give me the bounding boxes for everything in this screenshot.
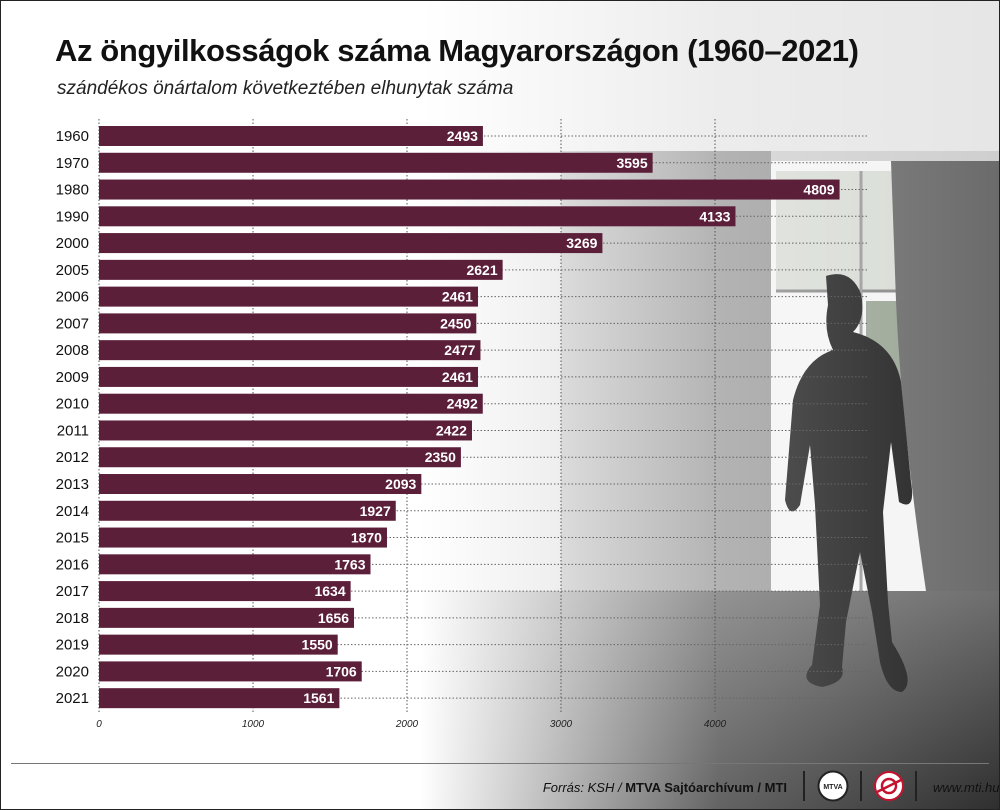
category-label-2010: 2010 bbox=[56, 396, 89, 413]
footer-divider bbox=[11, 763, 989, 764]
source-credit: Forrás: KSH / MTVA Sajtóarchívum / MTI bbox=[543, 780, 787, 795]
chart-subtitle: szándékos önártalom következtében elhuny… bbox=[57, 78, 514, 99]
bar-2013 bbox=[99, 474, 422, 495]
x-tick-label-4000: 4000 bbox=[704, 719, 727, 730]
footer-separator bbox=[915, 771, 917, 801]
category-label-2015: 2015 bbox=[56, 530, 89, 547]
value-label-1980: 4809 bbox=[803, 182, 834, 198]
bar-2015 bbox=[99, 527, 387, 548]
x-tick-label-3000: 3000 bbox=[550, 719, 573, 730]
category-label-1990: 1990 bbox=[56, 208, 89, 225]
bar-1970 bbox=[99, 152, 653, 173]
category-label-2021: 2021 bbox=[56, 690, 89, 707]
category-label-2016: 2016 bbox=[56, 556, 89, 573]
value-label-2005: 2621 bbox=[466, 262, 497, 278]
bar-1960 bbox=[99, 126, 483, 146]
value-label-2020: 1706 bbox=[326, 663, 357, 679]
category-label-2000: 2000 bbox=[56, 235, 89, 252]
category-label-1980: 1980 bbox=[56, 182, 89, 199]
value-label-1960: 2493 bbox=[447, 128, 478, 144]
mtva-logo-icon: MTVA bbox=[817, 770, 849, 802]
value-label-2021: 1561 bbox=[303, 690, 334, 706]
category-label-2005: 2005 bbox=[56, 262, 89, 279]
value-label-2016: 1763 bbox=[334, 556, 365, 572]
mti-logo-icon bbox=[874, 771, 904, 801]
category-label-2008: 2008 bbox=[56, 342, 89, 359]
bar-chart: 1960 2493 1970 3595 1980 4809 1990 4133 2000 3269… bbox=[56, 119, 869, 730]
website-url: www.mti.hu bbox=[933, 780, 1000, 795]
value-label-1970: 3595 bbox=[616, 155, 647, 171]
chart-title: Az öngyilkosságok száma Magyarországon (… bbox=[55, 33, 859, 68]
category-label-2019: 2019 bbox=[56, 637, 89, 654]
bar-2016 bbox=[99, 554, 371, 575]
bar-2007 bbox=[99, 313, 477, 334]
value-label-2012: 2350 bbox=[425, 449, 456, 465]
value-label-2000: 3269 bbox=[566, 235, 597, 251]
value-label-2017: 1634 bbox=[314, 583, 345, 599]
x-tick-label-2000: 2000 bbox=[395, 719, 419, 730]
category-label-2014: 2014 bbox=[56, 503, 89, 520]
x-tick-label-0: 0 bbox=[96, 719, 102, 730]
value-label-2015: 1870 bbox=[351, 530, 382, 546]
bar-2011 bbox=[99, 420, 472, 441]
value-label-2010: 2492 bbox=[447, 396, 478, 412]
category-label-2017: 2017 bbox=[56, 583, 89, 600]
value-label-2007: 2450 bbox=[440, 315, 471, 331]
bar-1990 bbox=[99, 206, 736, 227]
value-label-2009: 2461 bbox=[442, 369, 473, 385]
category-label-1960: 1960 bbox=[56, 128, 89, 145]
value-label-2018: 1656 bbox=[318, 610, 349, 626]
bar-2014 bbox=[99, 500, 396, 521]
bar-2008 bbox=[99, 340, 481, 361]
footer-separator bbox=[803, 771, 805, 801]
source-prefix: Forrás: KSH / bbox=[542, 780, 626, 795]
category-label-2020: 2020 bbox=[56, 663, 89, 680]
bar-2020 bbox=[99, 661, 362, 682]
value-label-2014: 1927 bbox=[360, 503, 391, 519]
category-label-2011: 2011 bbox=[57, 422, 89, 439]
category-label-2018: 2018 bbox=[56, 610, 89, 627]
x-tick-label-1000: 1000 bbox=[242, 719, 265, 730]
category-label-2007: 2007 bbox=[56, 315, 89, 332]
bar-2012 bbox=[99, 447, 461, 468]
mtva-logo-text: MTVA bbox=[823, 784, 842, 791]
category-label-2013: 2013 bbox=[56, 476, 89, 493]
category-label-2006: 2006 bbox=[56, 289, 89, 306]
source-brand: MTVA Sajtóarchívum / MTI bbox=[625, 780, 787, 795]
bar-2017 bbox=[99, 581, 351, 602]
footer-separator bbox=[860, 771, 862, 801]
bar-1980 bbox=[99, 179, 840, 200]
category-label-2009: 2009 bbox=[56, 369, 89, 386]
bar-2010 bbox=[99, 393, 483, 414]
bar-2018 bbox=[99, 607, 355, 628]
category-label-2012: 2012 bbox=[56, 449, 89, 466]
bar-2009 bbox=[99, 366, 478, 387]
bar-2021 bbox=[99, 688, 340, 709]
footer: Forrás: KSH / MTVA Sajtóarchívum / MTI M… bbox=[1, 763, 999, 809]
category-label-1970: 1970 bbox=[56, 155, 89, 172]
value-label-2019: 1550 bbox=[302, 637, 333, 653]
bar-2000 bbox=[99, 233, 603, 254]
value-label-1990: 4133 bbox=[699, 208, 730, 224]
value-label-2006: 2461 bbox=[442, 289, 473, 305]
bar-2019 bbox=[99, 634, 338, 655]
value-label-2008: 2477 bbox=[444, 342, 475, 358]
bar-2005 bbox=[99, 259, 503, 280]
value-label-2013: 2093 bbox=[385, 476, 416, 492]
value-label-2011: 2422 bbox=[436, 422, 467, 438]
bar-2006 bbox=[99, 286, 478, 307]
